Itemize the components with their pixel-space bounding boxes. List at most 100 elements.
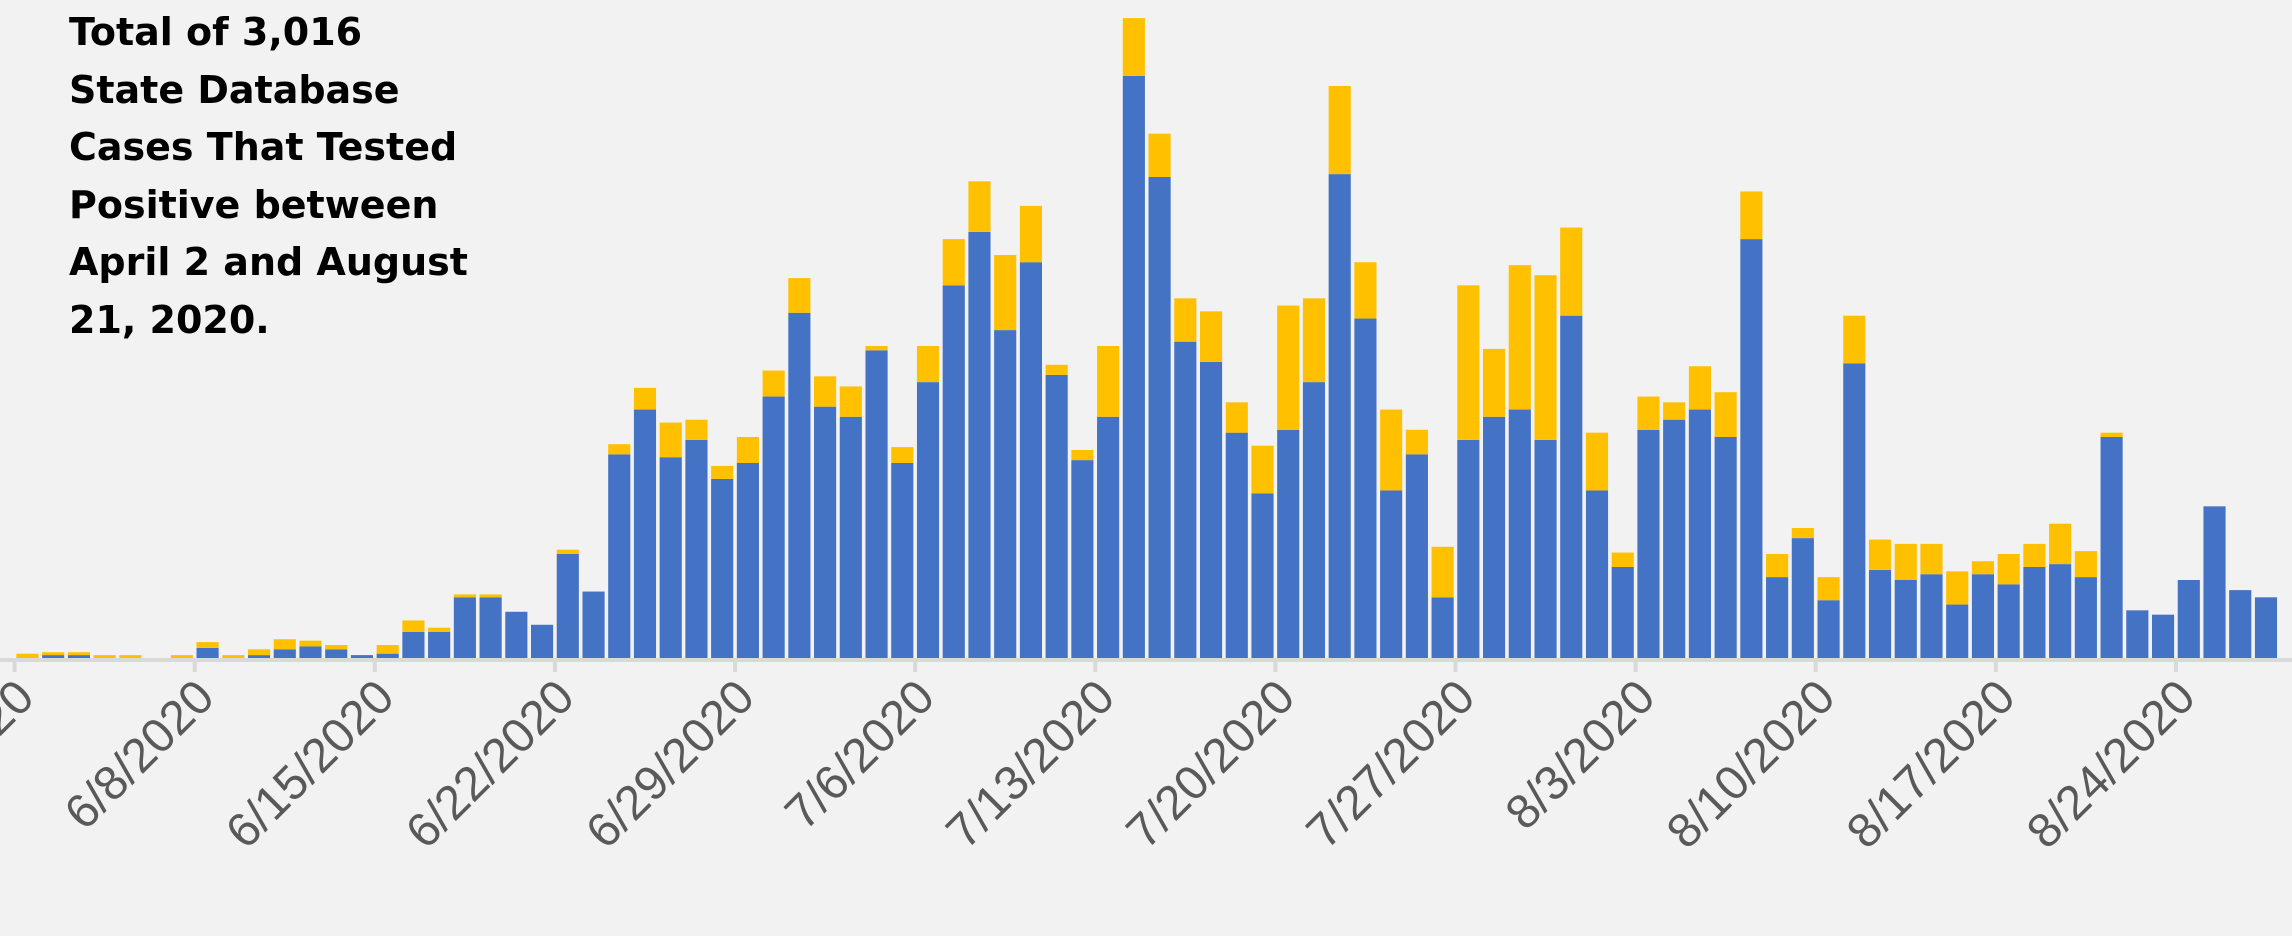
bar-segment bbox=[2023, 543, 2046, 567]
bar-segment bbox=[1097, 416, 1120, 658]
bar-segment bbox=[1225, 432, 1248, 658]
bar-segment bbox=[402, 632, 425, 658]
bar-segment bbox=[2023, 567, 2046, 658]
bar-segment bbox=[788, 278, 811, 313]
bar-segment bbox=[1946, 571, 1969, 605]
bar-segment bbox=[531, 624, 554, 658]
bar-segment bbox=[633, 409, 657, 658]
bar-segment bbox=[196, 647, 219, 658]
bar-segment bbox=[2074, 577, 2097, 658]
bar-segment bbox=[2177, 580, 2200, 658]
bar-segment bbox=[273, 639, 296, 650]
bar-segment bbox=[916, 382, 940, 658]
bar-segment bbox=[1894, 580, 1917, 658]
bar-segment bbox=[1920, 543, 1943, 575]
bar-segment bbox=[633, 387, 657, 410]
x-tick-label: 6/15/2020 bbox=[216, 670, 404, 858]
bar-segment bbox=[1946, 604, 1969, 658]
bar-segment bbox=[428, 627, 451, 632]
bar-segment bbox=[942, 239, 965, 286]
bar-segment bbox=[376, 645, 399, 654]
bar-segment bbox=[1071, 450, 1094, 461]
bar-segment bbox=[839, 416, 862, 658]
bar-segment bbox=[1508, 409, 1531, 658]
bar-segment bbox=[2203, 506, 2226, 658]
bar-segment bbox=[865, 346, 888, 351]
bar-segment bbox=[170, 655, 193, 658]
bar-segment bbox=[1560, 227, 1583, 316]
bar-segment bbox=[1843, 315, 1866, 364]
bar-segment bbox=[119, 655, 142, 658]
bar-segment bbox=[1663, 402, 1686, 420]
bar-segment bbox=[1611, 552, 1634, 567]
bar-segment bbox=[1457, 439, 1480, 658]
bar-segment bbox=[839, 386, 862, 417]
bar-segment bbox=[1688, 409, 1711, 658]
bar-segment bbox=[1148, 133, 1171, 177]
bar-segment bbox=[814, 406, 837, 658]
bar-segment bbox=[788, 312, 811, 658]
bar-segment bbox=[2126, 610, 2149, 658]
bar-segment bbox=[1277, 305, 1300, 430]
bar-segment bbox=[1199, 361, 1223, 658]
bar-segment bbox=[505, 611, 528, 658]
bar-segment bbox=[1045, 364, 1068, 375]
bar-segment bbox=[1560, 315, 1583, 658]
bar-segment bbox=[428, 632, 451, 658]
x-tick-label: 6/8/2020 bbox=[55, 670, 225, 840]
bar-segment bbox=[736, 463, 759, 658]
bar-segment bbox=[1174, 341, 1197, 658]
bar-segment bbox=[556, 554, 579, 658]
bar-segment bbox=[891, 447, 914, 463]
bar-segment bbox=[685, 419, 708, 440]
bar-segment bbox=[273, 649, 296, 658]
bar-segment bbox=[916, 346, 940, 383]
bar-segment bbox=[1483, 416, 1506, 658]
bar-segment bbox=[1585, 490, 1609, 658]
bar-segment bbox=[659, 422, 682, 458]
bar-segment bbox=[1302, 298, 1326, 383]
bar-segment bbox=[968, 231, 991, 658]
bar-segment bbox=[1174, 298, 1197, 342]
x-tick-label: 8/3/2020 bbox=[1496, 670, 1666, 840]
bar-segment bbox=[994, 330, 1017, 658]
bar-segment bbox=[814, 376, 837, 407]
bar-segment bbox=[1817, 577, 1840, 601]
bar-segment bbox=[67, 652, 90, 656]
bar-segment bbox=[1688, 366, 1711, 410]
bar-segment bbox=[1225, 402, 1248, 433]
bar-segment bbox=[42, 655, 65, 658]
bar-segment bbox=[93, 655, 116, 658]
bar-segment bbox=[479, 597, 502, 658]
chart-title: Total of 3,016 State Database Cases That… bbox=[69, 10, 468, 342]
bar-segment bbox=[1971, 561, 1995, 575]
bar-segment bbox=[325, 645, 348, 650]
bar-segment bbox=[1714, 392, 1737, 437]
bar-segment bbox=[222, 655, 245, 658]
bar-segment bbox=[479, 594, 502, 598]
bar-segment bbox=[1148, 177, 1171, 658]
bar-segment bbox=[1868, 539, 1892, 570]
bar-segment bbox=[1791, 528, 1814, 539]
bar-segment bbox=[762, 396, 785, 658]
bar-segment bbox=[994, 255, 1017, 331]
bar-segment bbox=[942, 285, 965, 658]
bar-segment bbox=[1791, 538, 1814, 658]
bar-segment bbox=[1380, 490, 1403, 658]
bar-segment bbox=[16, 653, 39, 658]
bar-segment bbox=[196, 642, 219, 648]
bar-segment bbox=[2100, 432, 2123, 437]
bar-segment bbox=[1663, 419, 1686, 658]
bar-segment bbox=[299, 646, 322, 658]
bar-segment bbox=[685, 439, 708, 658]
bar-segment bbox=[247, 649, 271, 656]
bar-segment bbox=[968, 181, 991, 232]
bar-segment bbox=[1740, 239, 1763, 658]
bar-segment bbox=[1534, 275, 1557, 440]
x-tick-label: 7/27/2020 bbox=[1297, 670, 1485, 858]
bar-segment bbox=[1354, 318, 1377, 658]
bar-segment bbox=[659, 457, 682, 658]
bar-segment bbox=[1302, 382, 1326, 658]
